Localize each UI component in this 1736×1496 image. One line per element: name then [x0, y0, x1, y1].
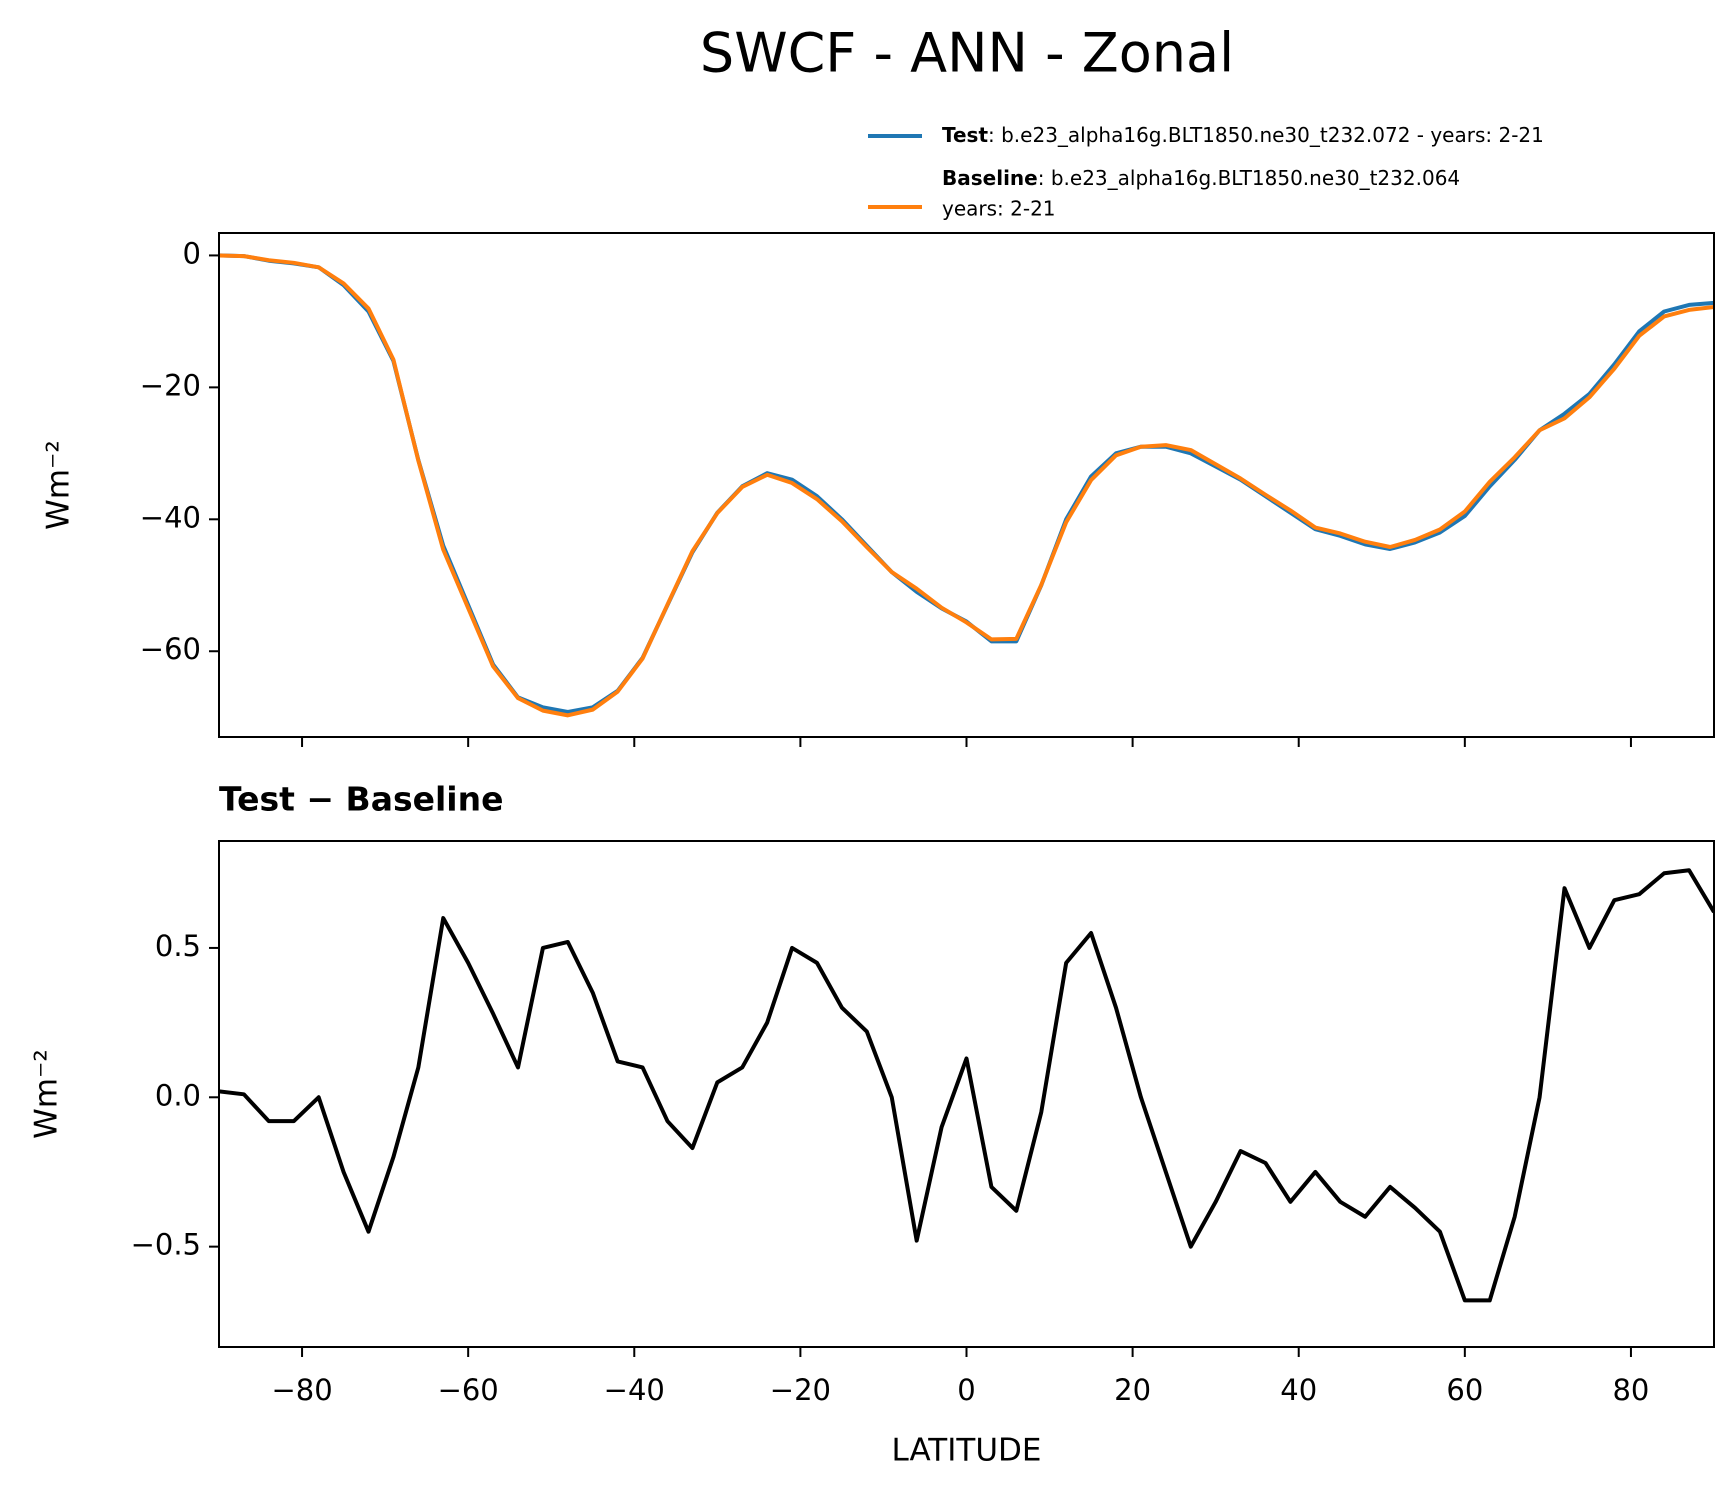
legend-label: Baseline: b.e23_alpha16g.BLT1850.ne30_t2…	[942, 166, 1460, 190]
x-tick-label: −40	[604, 1373, 665, 1407]
legend-text: : b.e23_alpha16g.BLT1850.ne30_t232.064	[1038, 166, 1460, 190]
panel-title: Test − Baseline	[219, 780, 504, 819]
figure-title: SWCF - ANN - Zonal	[700, 22, 1234, 85]
x-tick-label: 40	[1280, 1373, 1317, 1407]
series-line	[219, 868, 1714, 1303]
plot-area	[219, 868, 1714, 1303]
plot-frame	[218, 232, 1715, 738]
legend-name: Baseline	[942, 166, 1038, 190]
y-tick-label: 0.0	[155, 1078, 201, 1112]
y-tick-label: 0.5	[155, 929, 201, 963]
y-tick-label: −20	[140, 368, 201, 402]
legend-text: years: 2-21	[942, 197, 1056, 221]
x-tick-label: 20	[1114, 1373, 1151, 1407]
x-tick-label: 80	[1612, 1373, 1649, 1407]
legend-name: Test	[942, 123, 988, 147]
legend-label: Test: b.e23_alpha16g.BLT1850.ne30_t232.0…	[942, 123, 1544, 147]
x-axis-label: LATITUDE	[892, 1433, 1042, 1469]
y-tick-label: 0	[183, 236, 201, 270]
plot-frame	[218, 840, 1715, 1348]
y-axis-label: Wm⁻²	[41, 440, 77, 530]
y-axis-label: Wm⁻²	[29, 1049, 65, 1139]
plot-area	[219, 253, 1714, 718]
y-tick-label: −60	[140, 632, 201, 666]
x-tick-label: 0	[957, 1373, 975, 1407]
y-tick-label: −40	[140, 500, 201, 534]
x-tick-label: −20	[770, 1373, 831, 1407]
x-tick-label: 60	[1446, 1373, 1483, 1407]
legend-text: : b.e23_alpha16g.BLT1850.ne30_t232.072 -…	[988, 123, 1544, 147]
y-tick-label: −0.5	[131, 1228, 201, 1262]
x-tick-label: −60	[438, 1373, 499, 1407]
x-tick-label: −80	[271, 1373, 332, 1407]
series-line	[219, 253, 1714, 718]
